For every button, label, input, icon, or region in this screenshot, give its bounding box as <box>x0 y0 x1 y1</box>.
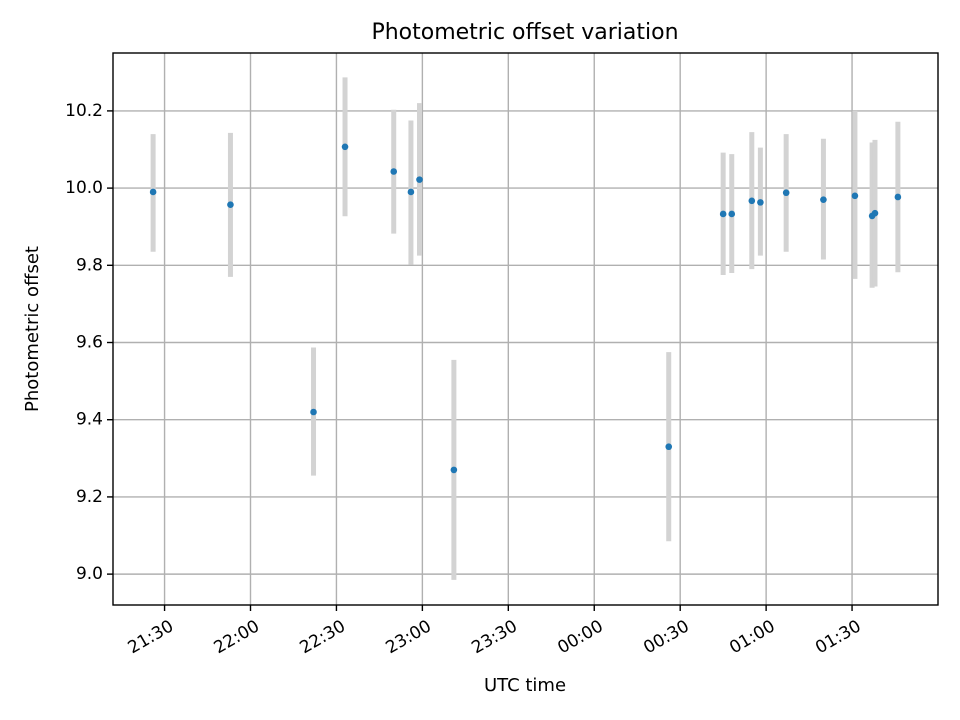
y-tick-label: 9.6 <box>76 333 103 353</box>
x-tick-label: 21:30 <box>125 616 177 658</box>
data-point <box>341 143 349 151</box>
x-axis-ticks: 21:30 22:00 22:30 23:00 23:30 00:00 00:30 01:00… <box>125 605 865 658</box>
y-tick-label: 9.0 <box>76 564 103 584</box>
chart-title: Photometric offset variation <box>371 20 678 45</box>
data-point <box>719 210 727 218</box>
data-point <box>820 196 827 203</box>
x-tick-label: 22:30 <box>297 616 349 658</box>
data-point <box>728 210 736 218</box>
x-tick-label: 23:00 <box>382 616 434 658</box>
data-point <box>748 197 756 205</box>
data-point <box>390 168 398 175</box>
data-point <box>416 176 423 183</box>
data-point <box>851 192 859 200</box>
data-points <box>149 143 902 474</box>
data-point <box>757 199 764 206</box>
data-point <box>227 201 234 209</box>
y-axis-label: Photometric offset <box>22 246 43 412</box>
y-tick-label: 10.2 <box>65 101 103 121</box>
error-bars <box>150 77 901 580</box>
x-tick-label: 22:00 <box>211 616 263 658</box>
y-tick-label: 9.4 <box>76 410 103 430</box>
data-point <box>310 408 317 416</box>
grid <box>113 53 938 605</box>
x-tick-label: 00:30 <box>640 616 692 658</box>
y-tick-label: 9.8 <box>76 255 103 275</box>
data-point <box>665 443 673 451</box>
y-tick-label: 10.0 <box>65 178 103 198</box>
data-point <box>450 466 458 474</box>
y-axis-ticks: 9.0 9.2 9.4 9.6 9.8 10.0 10.2 <box>65 101 113 584</box>
plot-frame <box>112 52 939 606</box>
x-tick-label: 01:30 <box>812 616 864 658</box>
data-point <box>871 209 879 217</box>
data-point <box>407 188 415 196</box>
x-tick-label: 01:00 <box>726 616 778 658</box>
x-tick-label: 00:00 <box>554 616 606 658</box>
x-axis-label: UTC time <box>484 675 566 696</box>
data-point <box>894 193 902 201</box>
data-point <box>149 188 157 196</box>
x-tick-label: 23:30 <box>468 616 520 658</box>
data-point <box>782 189 790 197</box>
y-tick-label: 9.2 <box>76 487 103 507</box>
